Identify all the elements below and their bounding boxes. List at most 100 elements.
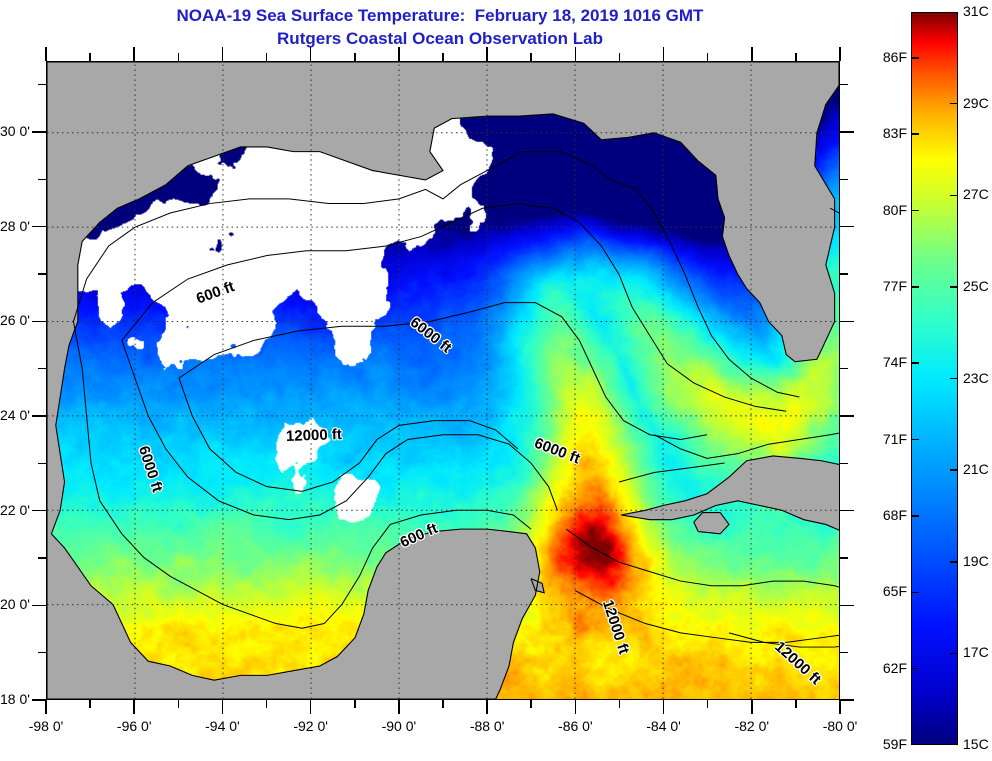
x-tick (177, 53, 180, 61)
colorbar-gradient (912, 13, 957, 744)
x-axis-label: -90 0' (381, 718, 417, 734)
y-axis-label: 28 0' (0, 217, 30, 234)
colorbar-label-celsius: 17C (963, 644, 989, 661)
x-tick (89, 700, 91, 708)
x-tick (706, 700, 709, 708)
title-line-1: NOAA-19 Sea Surface Temperature: Februar… (176, 6, 704, 25)
y-axis-label: 22 0' (0, 501, 30, 518)
x-axis-label: -88 0' (469, 718, 505, 734)
x-tick (486, 700, 488, 714)
y-tick (840, 651, 848, 654)
x-axis-label: -94 0' (205, 718, 240, 734)
y-tick (38, 557, 46, 559)
y-tick (32, 131, 46, 133)
colorbar-tick (911, 591, 919, 594)
map-plot-area (46, 61, 840, 700)
x-tick (486, 47, 488, 61)
x-tick (662, 47, 665, 61)
x-tick (398, 47, 400, 61)
y-tick (840, 83, 848, 86)
x-tick (839, 47, 841, 61)
x-tick (265, 53, 268, 61)
colorbar-tick (911, 57, 919, 59)
x-tick (795, 700, 797, 708)
x-tick (354, 53, 356, 61)
colorbar-label-celsius: 25C (963, 277, 989, 294)
y-tick (32, 604, 46, 607)
y-tick (38, 651, 46, 654)
x-tick (662, 700, 665, 714)
x-tick (133, 47, 135, 61)
y-axis-label: 24 0' (0, 407, 30, 423)
x-tick (89, 53, 91, 61)
y-tick (840, 131, 854, 133)
colorbar (911, 12, 958, 745)
x-axis-label: -98 0' (28, 718, 64, 734)
x-tick (221, 47, 224, 61)
x-tick (133, 700, 135, 714)
map-overlay (47, 62, 839, 699)
colorbar-tick (950, 102, 958, 105)
x-tick (706, 53, 709, 61)
x-tick (795, 53, 797, 61)
x-axis-label: -82 0' (734, 718, 770, 734)
colorbar-tick (911, 133, 919, 135)
x-axis-label: -86 0' (558, 718, 593, 734)
colorbar-tick (950, 469, 958, 471)
colorbar-tick (911, 438, 919, 441)
colorbar-label-fahrenheit: 71F (882, 430, 907, 447)
colorbar-label-fahrenheit: 74F (882, 354, 907, 371)
y-tick (38, 83, 46, 86)
map-line (618, 462, 725, 483)
y-tick (840, 273, 848, 275)
y-axis-label: 26 0' (0, 312, 30, 329)
y-axis-label: 18 0' (0, 691, 30, 707)
map-line (121, 340, 558, 521)
colorbar-label-fahrenheit: 80F (882, 201, 907, 218)
colorbar-label-fahrenheit: 62F (882, 659, 907, 676)
map-line (530, 578, 545, 594)
x-axis-label: -80 0' (822, 718, 858, 734)
map-line (72, 151, 800, 398)
x-tick (265, 700, 268, 708)
colorbar-tick (950, 561, 958, 563)
map-line (178, 377, 519, 492)
x-tick (309, 47, 312, 61)
colorbar-label-fahrenheit: 83F (882, 125, 907, 142)
colorbar-label-celsius: 19C (963, 552, 989, 569)
map-line (653, 432, 839, 459)
colorbar-tick (911, 667, 919, 670)
y-tick (840, 557, 848, 559)
chart-title: NOAA-19 Sea Surface Temperature: Februar… (0, 4, 880, 50)
x-axis-label: -92 0' (293, 718, 328, 734)
y-tick (840, 367, 848, 370)
map-line (565, 528, 839, 588)
colorbar-label-fahrenheit: 68F (882, 506, 907, 523)
y-tick (840, 178, 848, 181)
colorbar-tick (911, 362, 919, 364)
y-tick (32, 225, 46, 228)
x-tick (574, 47, 577, 61)
y-tick (32, 509, 46, 512)
x-tick (398, 700, 400, 714)
map-line (121, 203, 787, 412)
colorbar-label-celsius: 31C (963, 3, 989, 19)
colorbar-tick (950, 286, 958, 288)
colorbar-tick (950, 194, 958, 196)
x-tick (45, 700, 47, 714)
y-tick (840, 225, 854, 228)
x-axis-label: -84 0' (646, 718, 681, 734)
x-tick (354, 700, 356, 708)
colorbar-label-fahrenheit: 86F (882, 48, 907, 65)
y-tick (38, 273, 46, 275)
y-tick (840, 320, 854, 323)
map-line (693, 512, 730, 535)
colorbar-label-celsius: 15C (963, 736, 989, 752)
colorbar-tick (950, 377, 958, 380)
map-line (728, 632, 839, 648)
colorbar-label-celsius: 29C (963, 94, 989, 111)
colorbar-label-celsius: 23C (963, 369, 989, 386)
y-tick (840, 509, 854, 512)
x-tick (309, 700, 312, 714)
map-line (574, 590, 839, 643)
